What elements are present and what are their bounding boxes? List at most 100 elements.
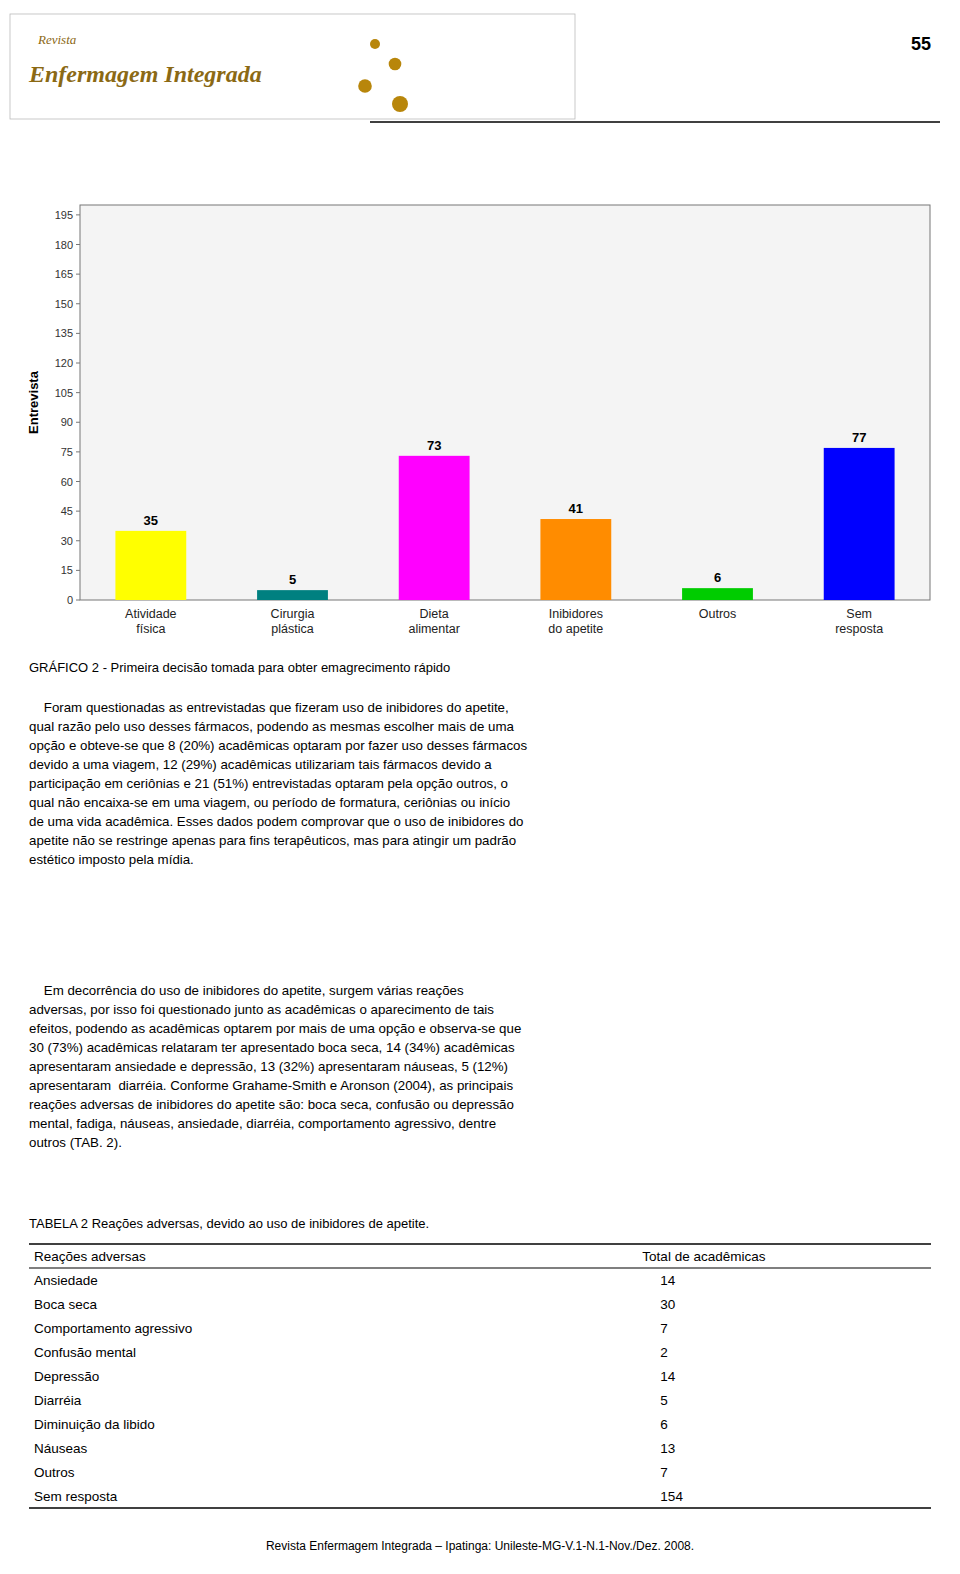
y-tick (76, 540, 80, 541)
table-cell: Sem resposta (34, 1489, 118, 1504)
text-line: devido a uma viagem, 12 (29%) acadêmicas… (29, 757, 492, 772)
table-cell: Depressão (34, 1369, 99, 1384)
table: Reações adversas Total de acadêmicas Ansie… (29, 1244, 931, 1508)
text-line: Cirurgia (271, 607, 315, 621)
table-cell: Diarréia (34, 1393, 82, 1408)
x-tick-label: Inibidoresdo apetite (548, 607, 603, 636)
y-tick-label: 135 (55, 327, 73, 339)
text-line: Sem (846, 607, 872, 621)
table-cell: Outros (34, 1465, 75, 1480)
body-paragraph: Em decorrência do uso de inibidores do a… (29, 983, 521, 1150)
table-header: Reações adversas (34, 1249, 146, 1264)
bar (540, 519, 611, 600)
table-rule (29, 1507, 931, 1509)
data-label: 73 (427, 438, 441, 453)
text-line: apresentaram ansiedade e depressão, 13 (… (29, 1059, 508, 1074)
decor-dot (389, 58, 402, 71)
table-rule (29, 1267, 931, 1268)
text-line: alimentar (408, 622, 459, 636)
bar (257, 590, 328, 600)
table-cell: 13 (660, 1441, 675, 1456)
decor-dot (358, 79, 372, 93)
table-cell: 7 (660, 1321, 668, 1336)
y-tick-label: 15 (61, 564, 73, 576)
table-cell: Náuseas (34, 1441, 88, 1456)
x-tick-label: Atividadefísica (125, 607, 176, 636)
text-line: do apetite (548, 622, 603, 636)
bar (399, 456, 470, 600)
y-axis-label: Entrevista (26, 370, 41, 434)
y-tick-label: 90 (61, 416, 73, 428)
y-tick (76, 333, 80, 334)
table-cell: Ansiedade (34, 1273, 98, 1288)
y-tick (76, 511, 80, 512)
y-tick-label: 75 (61, 446, 73, 458)
y-tick (76, 570, 80, 571)
text-line: Foram questionadas as entrevistadas que … (29, 700, 509, 715)
x-tick-label: Cirurgiaplástica (271, 607, 315, 636)
page-number: 55 (911, 34, 931, 54)
y-tick-label: 180 (55, 239, 73, 251)
header-rule (370, 121, 940, 123)
y-tick-label: 195 (55, 209, 73, 221)
y-tick-label: 120 (55, 357, 73, 369)
bar (682, 588, 753, 600)
table-cell: 154 (660, 1489, 683, 1504)
decor-dot (392, 96, 408, 112)
header-title: Enfermagem Integrada (28, 61, 262, 87)
table-cell: Boca seca (34, 1297, 98, 1312)
text-line: 30 (73%) acadêmicas relataram ter aprese… (29, 1040, 515, 1055)
bar-chart: 0153045607590105120135150165180195Entrev… (26, 205, 930, 636)
header-box (10, 14, 575, 119)
plot-frame (80, 205, 930, 600)
header-small: Revista (37, 32, 77, 47)
text-line: Inibidores (549, 607, 603, 621)
y-tick (76, 600, 80, 601)
table-rule (29, 1243, 931, 1245)
table-cell: 2 (660, 1345, 668, 1360)
text-line: opção e obteve-se que 8 (20%) acadêmicas… (29, 738, 528, 753)
text-line: Outros (699, 607, 737, 621)
text-line: mental, fadiga, náuseas, ansiedade, diar… (29, 1116, 496, 1131)
text-line: de uma vida acadêmica. Esses dados podem… (29, 814, 524, 829)
text-line: reações adversas de inibidores do apetit… (29, 1097, 514, 1112)
table-header: Total de acadêmicas (642, 1249, 765, 1264)
text-line: Em decorrência do uso de inibidores do a… (29, 983, 464, 998)
chart-caption: GRÁFICO 2 - Primeira decisão tomada para… (29, 660, 450, 675)
text-line: apetite não se restringe apenas para fin… (29, 833, 516, 848)
text-line: física (136, 622, 165, 636)
text-line: efeitos, podendo as acadêmicas optarem p… (29, 1021, 521, 1036)
x-tick-label: Semresposta (835, 607, 883, 636)
y-tick-label: 60 (61, 476, 73, 488)
x-tick-label: Dietaalimentar (408, 607, 459, 636)
text-line: Dieta (420, 607, 449, 621)
text-line: adversas, por isso foi questionado junto… (29, 1002, 494, 1017)
y-tick-label: 30 (61, 535, 73, 547)
page: RevistaEnfermagem Integrada5501530456075… (0, 0, 960, 1574)
table-cell: Diminuição da libido (34, 1417, 155, 1432)
data-label: 77 (852, 430, 866, 445)
y-tick-label: 0 (67, 594, 73, 606)
bar (824, 448, 895, 600)
table-cell: 30 (660, 1297, 675, 1312)
table-cell: 14 (660, 1273, 676, 1288)
y-tick (76, 363, 80, 364)
y-tick (76, 274, 80, 275)
y-tick (76, 244, 80, 245)
text-line: estético imposto pela mídia. (29, 852, 194, 867)
y-tick-label: 45 (61, 505, 73, 517)
y-tick-label: 165 (55, 268, 73, 280)
table-title: TABELA 2 Reações adversas, devido ao uso… (29, 1216, 429, 1231)
x-tick-label: Outros (699, 607, 737, 621)
y-tick (76, 422, 80, 423)
y-tick (76, 392, 80, 393)
y-tick (76, 303, 80, 304)
table-cell: Comportamento agressivo (34, 1321, 192, 1336)
text-line: qual razão pelo uso desses fármacos, pod… (29, 719, 514, 734)
table-cell: 5 (660, 1393, 668, 1408)
y-tick-label: 105 (55, 387, 73, 399)
data-label: 41 (569, 501, 583, 516)
bar (115, 531, 186, 600)
text-line: resposta (835, 622, 883, 636)
data-label: 5 (289, 572, 296, 587)
